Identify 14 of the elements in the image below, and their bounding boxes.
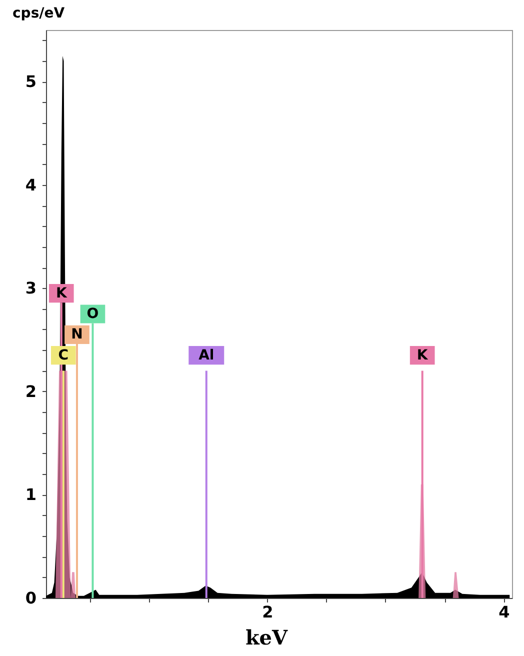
y-tick-label: 3 [25, 278, 36, 298]
ref-line-label: N [71, 326, 83, 343]
ref-line-label: Al [198, 347, 214, 364]
y-tick-label: 0 [25, 588, 36, 608]
y-tick-label: 2 [25, 382, 36, 401]
x-axis-title: keV [245, 626, 288, 650]
ref-line-label: K [56, 285, 68, 302]
ref-line-label: O [86, 306, 99, 322]
y-axis-title: cps/eV [12, 6, 65, 22]
y-tick-label: 5 [25, 72, 36, 92]
y-tick-label: 4 [25, 175, 36, 194]
ref-line-label: K [416, 347, 429, 364]
ref-line-label: C [58, 347, 69, 364]
y-tick-label: 1 [25, 485, 36, 504]
